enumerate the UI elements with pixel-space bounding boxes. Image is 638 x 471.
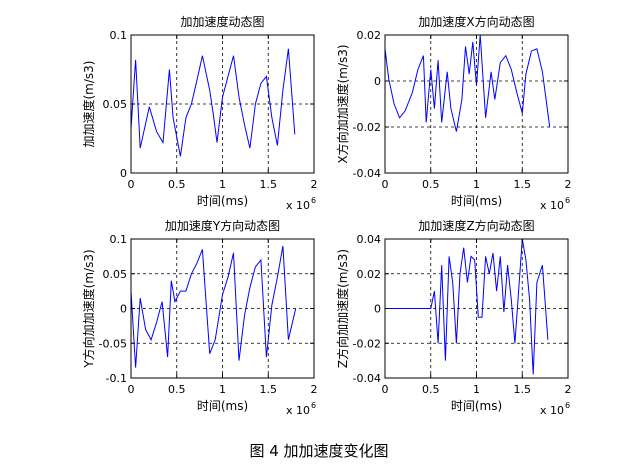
y-tick-label: 0 [120,167,127,180]
y-tick-label: 0 [374,75,381,88]
y-tick-label: -0.04 [353,372,381,385]
x-exponent-power: 6 [311,401,316,410]
x-tick-label: 0 [128,178,135,191]
chart-title: 加加速度X方向动态图 [418,14,534,29]
y-tick-label: 0.04 [357,233,382,246]
x-tick-label: 1.5 [260,383,278,396]
chart-panel-1: 加加速度动态图 0 0.5 1 1.5 2 0 0.05 0.1 时间(ms) x 10 6 加加速度(… [81,14,318,212]
y-tick-label: -0.02 [353,337,381,350]
figure-caption: 图 4 加加速度变化图 [249,442,389,460]
y-tick-label: 0 [120,303,127,316]
x-exponent-power: 6 [311,196,316,205]
x-tick-label: 1 [219,178,226,191]
series-line [130,48,296,157]
x-tick-label: 0 [128,383,135,396]
y-tick-label: -0.02 [353,121,381,134]
y-tick-label: -0.1 [106,372,127,385]
chart-panel-3: 加加速度Y方向动态图 0 0.5 1 1.5 2 -0.1 -0.05 0 0.05 0.1 时间(m… [81,218,318,417]
x-tick-label: 0.5 [168,178,186,191]
series-line [130,245,297,368]
y-tick-label: 0.1 [110,233,128,246]
x-tick-label: 1.5 [514,383,532,396]
x-tick-label: 1.5 [260,178,278,191]
y-axis-label: 加加速度(m/s3) [81,61,96,148]
y-tick-label: 0.1 [110,29,128,42]
y-tick-label: 0.05 [103,268,128,281]
x-exponent-label: x 10 [540,199,564,212]
x-tick-label: 2 [565,383,572,396]
series-line [385,238,549,375]
x-exponent-power: 6 [565,196,570,205]
x-tick-label: 0.5 [168,383,186,396]
x-exponent-label: x 10 [286,404,310,417]
y-tick-label: 0.02 [357,268,382,281]
x-tick-label: 0 [382,383,389,396]
y-tick-label: 0.02 [357,29,382,42]
x-exponent-power: 6 [565,401,570,410]
x-axis-label: 时间(ms) [197,194,248,208]
x-tick-label: 2 [565,178,572,191]
x-tick-label: 0 [382,178,389,191]
y-axis-label: X方向加加速度(m/s3) [335,44,350,163]
y-tick-label: -0.05 [99,337,127,350]
chart-title: 加加速度动态图 [180,14,264,29]
x-axis-label: 时间(ms) [451,194,502,208]
chart-panel-2: 加加速度X方向动态图 0 0.5 1 1.5 2 -0.04 -0.02 0 0.02 时间(ms)… [335,14,572,212]
x-tick-label: 0.5 [422,178,440,191]
y-tick-label: -0.04 [353,167,381,180]
chart-title: 加加速度Z方向动态图 [418,218,534,233]
x-axis-label: 时间(ms) [197,399,248,413]
y-tick-label: 0 [374,303,381,316]
chart-title: 加加速度Y方向动态图 [165,218,280,233]
x-tick-label: 2 [311,178,318,191]
chart-panel-4: 加加速度Z方向动态图 0 0.5 1 1.5 2 -0.04 -0.02 0 0.02 0.04 时间… [335,218,572,417]
y-axis-label: Z方向加加速度(m/s3) [335,249,350,368]
series-line [384,34,551,132]
x-tick-label: 0.5 [422,383,440,396]
x-tick-label: 1 [219,383,226,396]
x-exponent-label: x 10 [286,199,310,212]
x-exponent-label: x 10 [540,404,564,417]
x-tick-label: 1 [473,178,480,191]
x-tick-label: 1 [473,383,480,396]
x-tick-label: 1.5 [514,178,532,191]
x-tick-label: 2 [311,383,318,396]
y-tick-label: 0.05 [103,98,128,111]
x-axis-label: 时间(ms) [451,399,502,413]
y-axis-label: Y方向加加速度(m/s3) [81,249,96,368]
